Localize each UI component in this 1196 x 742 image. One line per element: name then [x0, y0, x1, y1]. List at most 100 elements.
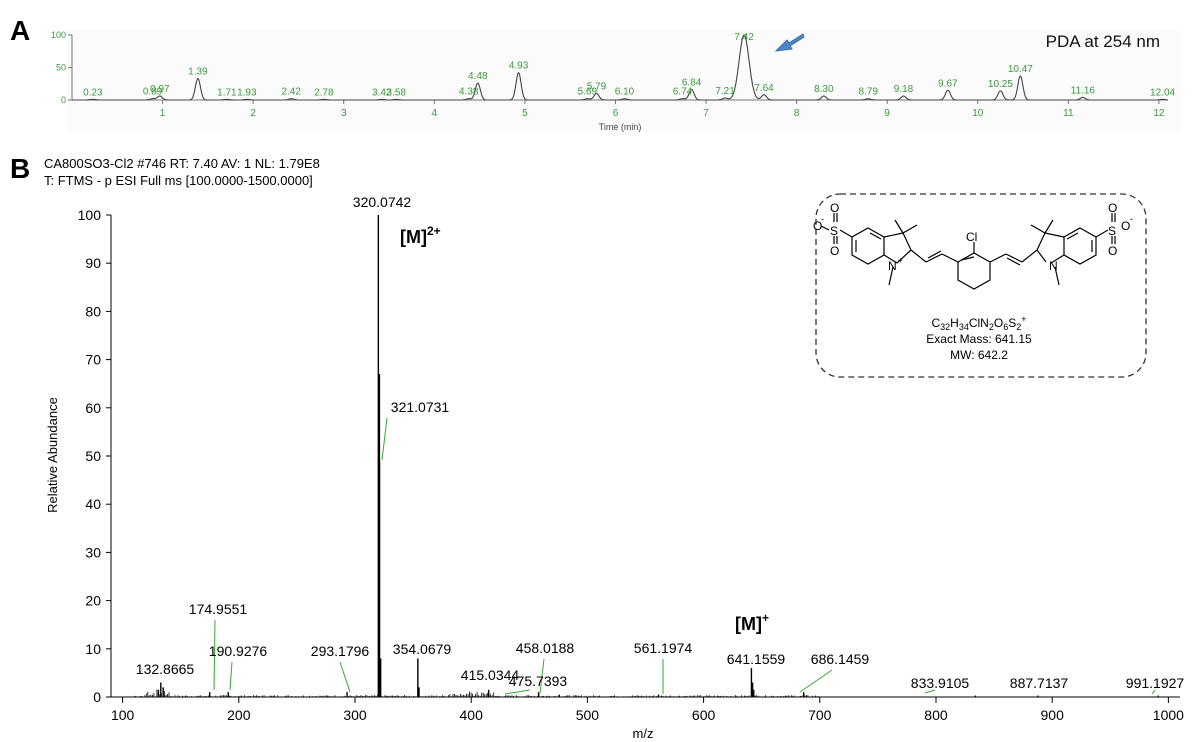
svg-text:-: - — [1130, 214, 1133, 224]
panel-b-x-tick-label: 300 — [343, 707, 367, 723]
panel-a-peak-label: 12.04 — [1150, 87, 1175, 98]
panel-b-y-tick-label: 0 — [93, 689, 101, 705]
panel-a-peak-label: 8.79 — [858, 87, 878, 98]
panel-a-peak-label: 2.78 — [314, 87, 334, 98]
svg-text:S: S — [830, 224, 838, 238]
svg-text:N: N — [888, 259, 897, 273]
panel-a-peak-label: 7.64 — [754, 83, 774, 94]
panel-b-x-tick-label: 700 — [808, 707, 832, 723]
svg-text:O: O — [1108, 201, 1117, 215]
svg-text:O: O — [830, 201, 839, 215]
panel-b-x-tick-label: 400 — [460, 707, 484, 723]
spectrum-peak-label: 475.7393 — [509, 673, 568, 689]
panel-a-peak-label: 10.47 — [1008, 64, 1033, 75]
spectrum-peak-label: 686.1459 — [811, 651, 870, 667]
panel-b-spectrum: 0 10 20 30 40 50 60 70 80 90 100 100 200 300 400 500 60… — [45, 194, 1184, 741]
spectrum-leader-line — [339, 661, 351, 693]
panel-a-peak-label: 9.67 — [938, 78, 958, 89]
panel-a-y-tick-label: 50 — [56, 63, 66, 73]
panel-b-x-tick-label: 800 — [924, 707, 948, 723]
panel-b-x-tick-label: 100 — [111, 707, 135, 723]
panel-a-peak-label: 6.84 — [682, 78, 702, 89]
panel-a-peak-label: 0.23 — [83, 87, 103, 98]
annotation-mplus: [M]+ — [735, 611, 769, 634]
svg-text:O: O — [1108, 244, 1117, 258]
panel-a-title: PDA at 254 nm — [1046, 32, 1160, 51]
panel-a-peak-label: 4.38 — [459, 87, 479, 98]
structure-drawing — [820, 213, 1116, 290]
panel-a-x-label: Time (min) — [599, 122, 642, 132]
panel-a-peak-label: 10.25 — [988, 79, 1013, 90]
spectrum-peak-label: 293.1796 — [311, 643, 370, 659]
spectrum-peak-label: 887.7137 — [1010, 675, 1069, 691]
panel-a-peak-label: 8.30 — [814, 84, 834, 95]
panel-a-peak-label: 6.10 — [615, 87, 635, 98]
spectrum-leader-line — [1151, 689, 1156, 695]
panel-b-header-line1: CA800SO3-Cl2 #746 RT: 7.40 AV: 1 NL: 1.7… — [44, 156, 320, 171]
panel-a-peak-label: 3.58 — [387, 87, 407, 98]
panel-b-y-tick-label: 50 — [85, 448, 101, 464]
panel-b-peaks — [157, 215, 1159, 697]
panel-a-y-ticks: 0 50 100 — [51, 30, 72, 105]
panel-a-trace — [72, 34, 1168, 101]
panel-b-x-tick-label: 900 — [1041, 707, 1065, 723]
spectrum-peak-label: 641.1559 — [727, 651, 786, 667]
panel-a-x-tick-label: 3 — [341, 108, 347, 119]
panel-a-x-tick-label: 11 — [1063, 108, 1074, 119]
panel-a-x-tick-label: 9 — [884, 108, 890, 119]
panel-a-peak-label: 3.42 — [372, 87, 392, 98]
panel-b-header-line2: T: FTMS - p ESI Full ms [100.0000-1500.0… — [44, 173, 313, 188]
panel-a-peak-label: 1.39 — [188, 67, 208, 78]
panel-b-x-tick-label: 600 — [692, 707, 716, 723]
svg-text:Cl: Cl — [966, 230, 977, 244]
panel-b-y-tick-label: 30 — [85, 544, 101, 560]
panel-b-x-tick-label: 200 — [227, 707, 251, 723]
spectrum-leader-line — [213, 619, 216, 691]
spectrum-peak-label: 132.8665 — [136, 661, 195, 677]
svg-text:S: S — [1108, 224, 1116, 238]
panel-b-x-tick-label: 500 — [576, 707, 600, 723]
panel-b-x-tick-label: 1000 — [1153, 707, 1184, 723]
spectrum-peak-label: 561.1974 — [634, 640, 693, 656]
panel-a-peak-label: 7.42 — [734, 32, 754, 43]
panel-b-y-tick-label: 80 — [85, 303, 101, 319]
structure-mw: MW: 642.2 — [950, 348, 1008, 362]
structure-formula: C32H34ClN2O6S2+ — [931, 314, 1026, 332]
spectrum-leader-line — [504, 689, 531, 695]
panel-a-x-tick-label: 2 — [250, 108, 256, 119]
panel-a-peak-label: 1.71 — [217, 87, 237, 98]
svg-text:O: O — [813, 219, 822, 233]
panel-a-x-tick-label: 10 — [972, 108, 984, 119]
panel-a-peak-label: 0.97 — [150, 84, 170, 95]
spectrum-peak-label: 991.1927 — [1126, 675, 1185, 691]
panel-a-x-tick-label: 12 — [1153, 108, 1165, 119]
panel-a-y-tick-label: 100 — [51, 30, 66, 40]
svg-text:+: + — [898, 256, 903, 265]
panel-b-y-tick-label: 70 — [85, 352, 101, 368]
annotation-m2plus: [M]2+ — [400, 224, 441, 247]
structure-inset: Cl N + N S O O O - S O O O - C32H34ClN2O… — [813, 193, 1147, 378]
spectrum-peak-label: 833.9105 — [911, 675, 970, 691]
panel-b-x-label: m/z — [633, 726, 654, 741]
panel-a-peak-label: 11.16 — [1071, 85, 1096, 96]
panel-a-x-ticks: 1 2 3 4 5 6 7 8 9 10 11 12 — [160, 100, 1165, 119]
panel-a-peak-label: 6.74 — [673, 87, 693, 98]
svg-text:N: N — [1049, 259, 1058, 273]
spectrum-peak-label: 174.9551 — [189, 601, 248, 617]
panel-a-peak-label: 4.48 — [468, 71, 488, 82]
panel-a-peak-label: 5.69 — [578, 87, 598, 98]
panel-a-peak-label: 2.42 — [281, 87, 301, 98]
panel-a-peak-label: 5.79 — [587, 82, 607, 93]
panel-b-baseline-noise — [133, 689, 819, 697]
panel-a-x-tick-label: 4 — [432, 108, 438, 119]
panel-b-y-ticks: 0 10 20 30 40 50 60 70 80 90 100 — [78, 207, 111, 705]
panel-b-x-ticks: 100 200 300 400 500 600 700 800 900 1000 — [111, 697, 1184, 723]
panel-b-peak-labels: 132.8665 174.9551 190.9276 293.1796 320.0742… — [136, 194, 1185, 695]
panel-b-y-tick-label: 20 — [85, 593, 101, 609]
panel-b-y-tick-label: 10 — [85, 641, 101, 657]
panel-b-y-tick-label: 90 — [85, 255, 101, 271]
spectrum-peak-label: 354.0679 — [393, 641, 452, 657]
panel-b-letter: B — [10, 153, 30, 184]
svg-text:O: O — [1121, 219, 1130, 233]
